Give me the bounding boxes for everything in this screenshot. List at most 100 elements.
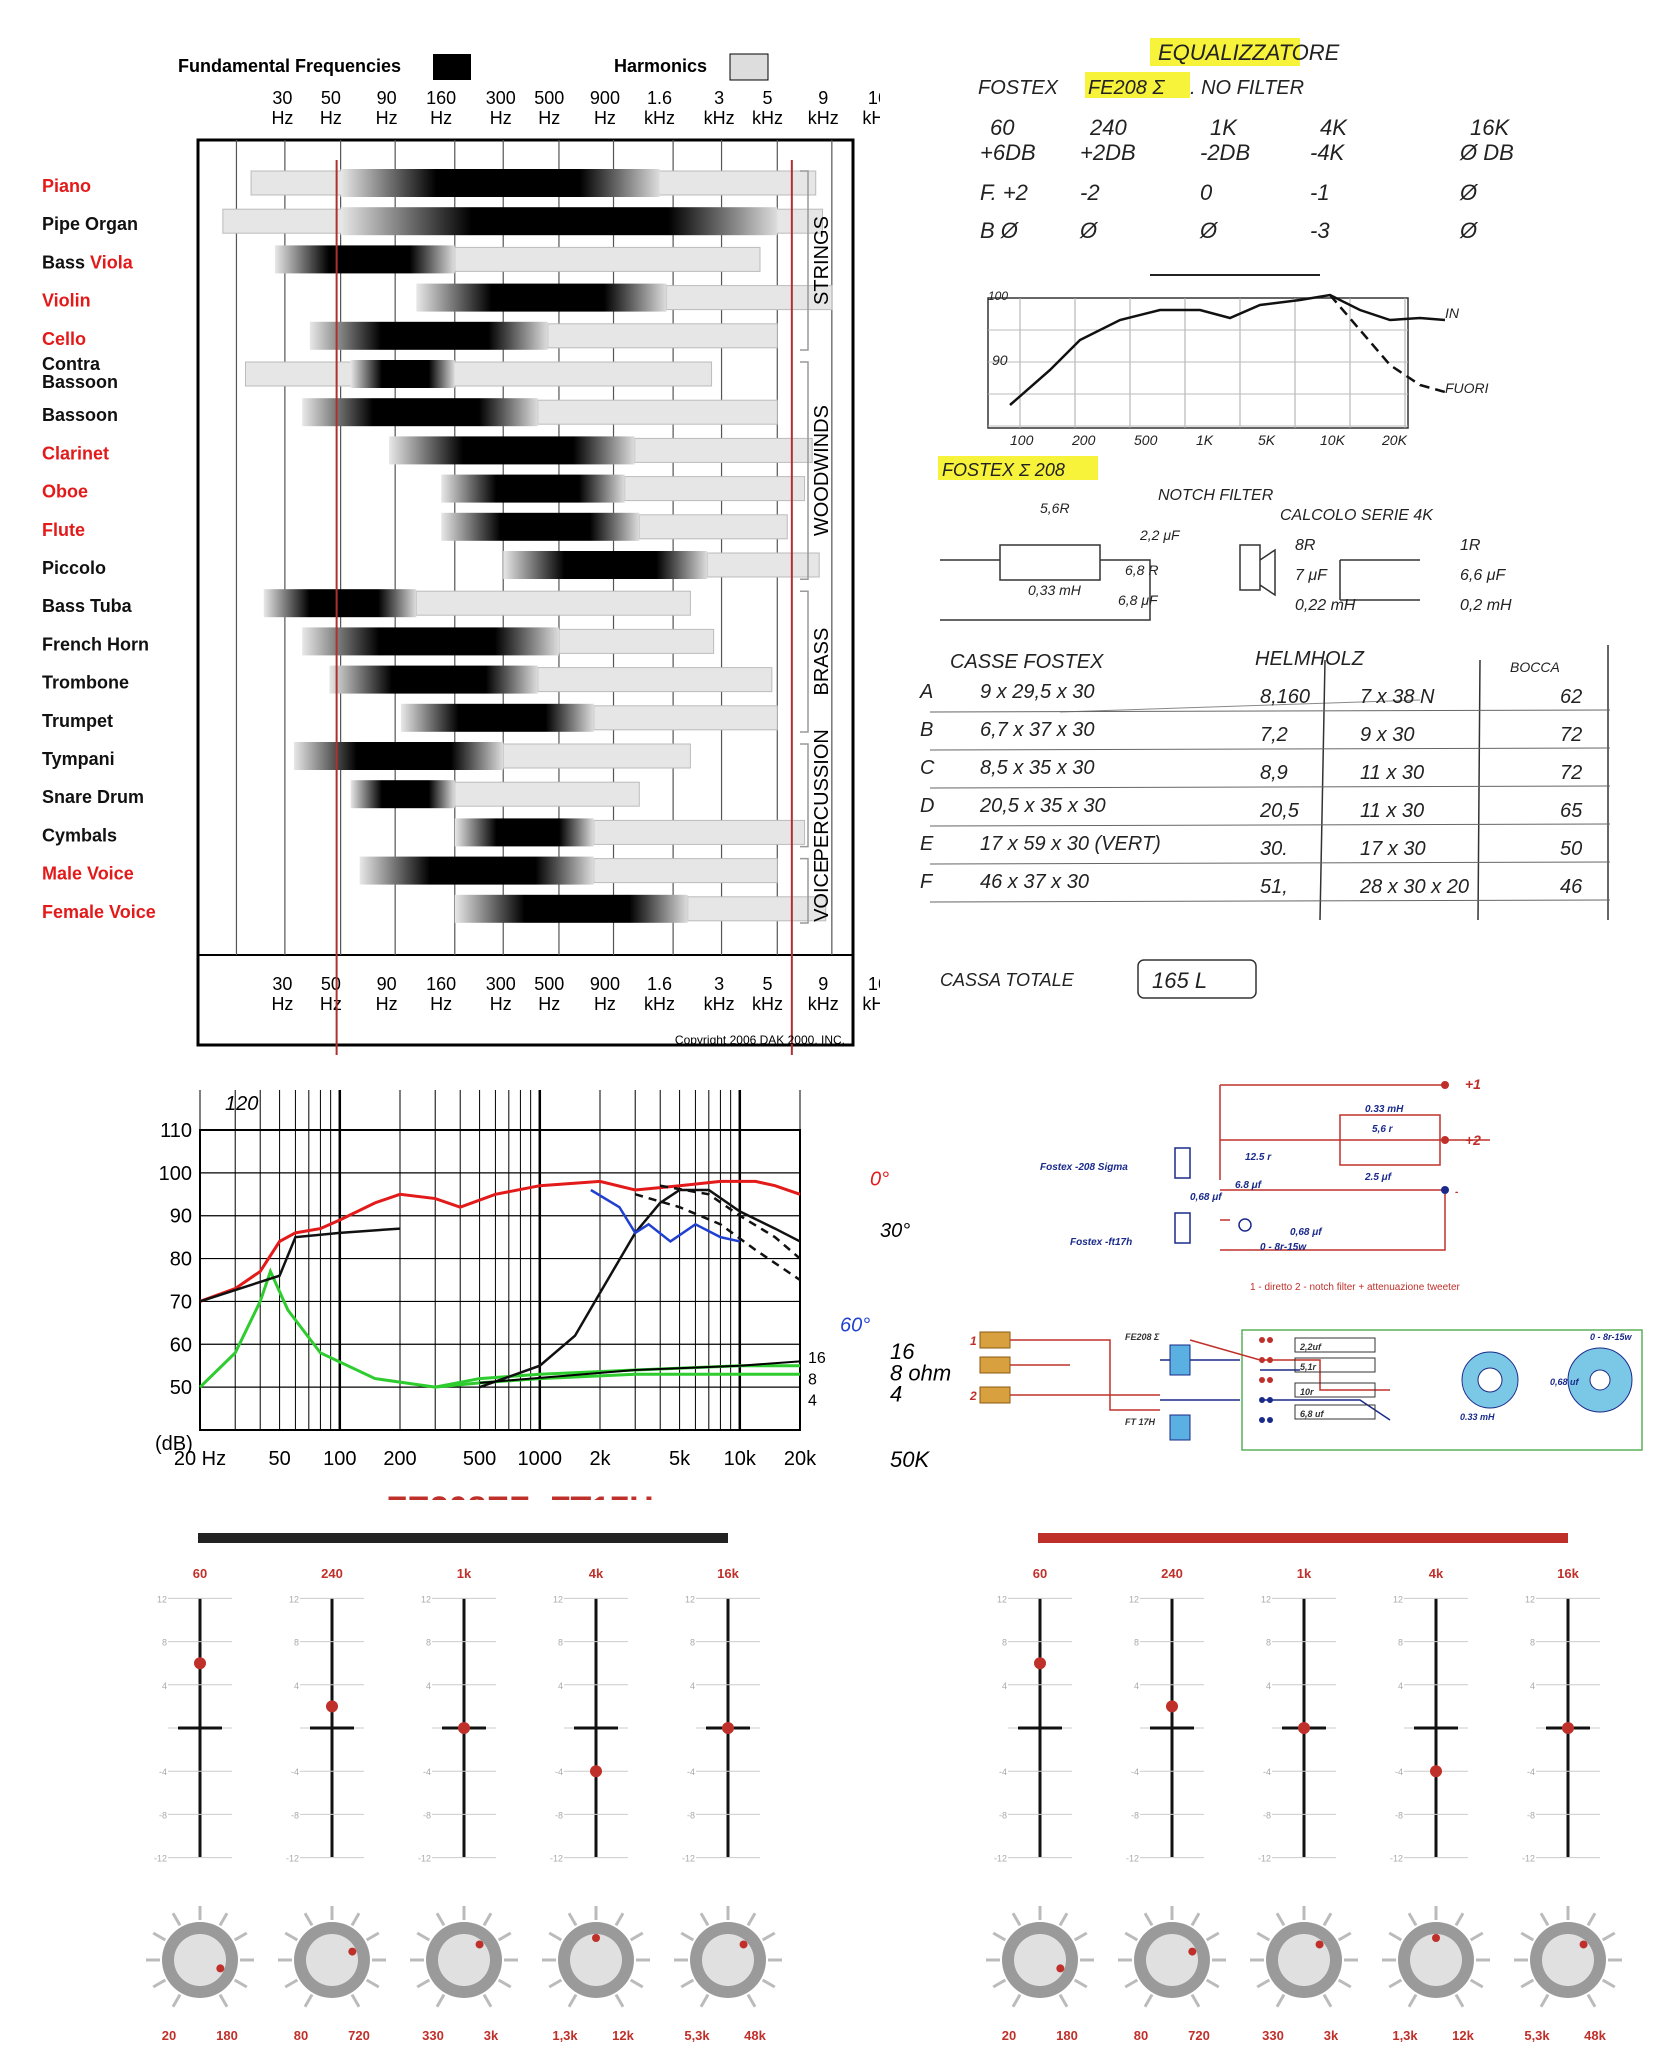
- fader-scale-label: 4: [1530, 1681, 1535, 1691]
- instrument-label: Oboe: [42, 482, 88, 502]
- fader-scale-label: 8: [1134, 1638, 1139, 1648]
- knob-face: [570, 1934, 622, 1986]
- eq-row-f: 0: [1200, 180, 1213, 205]
- fader-scale-label: 8: [294, 1638, 299, 1648]
- wiring-label: FE208 Σ: [1125, 1332, 1160, 1342]
- knob-tick: [1454, 1912, 1465, 1927]
- knob-face: [306, 1934, 358, 1986]
- legend-fundamental-swatch: [433, 54, 471, 80]
- tick-label-bottom: 90: [377, 974, 397, 994]
- harmonics-bar: [244, 361, 713, 387]
- table-cell: E: [920, 833, 934, 855]
- knob-tick: [435, 1993, 446, 2008]
- fader-scale-label: -4: [555, 1767, 563, 1777]
- table-total-value: 165 L: [1152, 968, 1207, 993]
- instrument-label: Trombone: [42, 673, 129, 693]
- impedance-right-label: 50K: [890, 1447, 930, 1472]
- knob-tick: [1011, 1912, 1022, 1927]
- legend-harmonics-swatch: [729, 53, 769, 81]
- knob-tick: [680, 1978, 695, 1989]
- table-cell: D: [920, 795, 934, 817]
- calc-value: 7 μF: [1295, 567, 1328, 584]
- fader-scale-label: -12: [994, 1854, 1007, 1864]
- fader-knob: [1298, 1722, 1310, 1734]
- knob-tick: [1256, 1978, 1271, 1989]
- knob-high-label: 48k: [744, 2028, 766, 2043]
- tick-label-top: 50: [321, 88, 341, 108]
- group-bracket: [800, 590, 809, 733]
- knob-low-label: 5,3k: [684, 2028, 710, 2043]
- fader-scale-label: -8: [159, 1810, 167, 1820]
- tick-unit-top: Hz: [376, 108, 398, 128]
- tick-label-bottom: 50: [321, 974, 341, 994]
- wiring-label: FT 17H: [1125, 1417, 1156, 1427]
- fader-scale-label: -4: [291, 1767, 299, 1777]
- fundamental-bar: [302, 398, 538, 427]
- tick-unit-top: Hz: [538, 108, 560, 128]
- knob-tick: [1454, 1993, 1465, 2008]
- curve-0deg: [199, 1179, 801, 1303]
- knob-tick: [482, 1993, 493, 2008]
- fundamental-bar: [454, 818, 594, 847]
- y-tick-label: 110: [160, 1120, 192, 1142]
- wiring-label: 0,68 uf: [1550, 1377, 1580, 1387]
- knob-tick: [614, 1993, 625, 2008]
- fundamental-bar: [350, 360, 455, 388]
- instrument-label: Contra: [42, 354, 101, 374]
- fundamental-bar: [350, 780, 455, 809]
- tick-label-bottom: 9: [818, 974, 828, 994]
- component-block: [1294, 1382, 1376, 1398]
- wiring-blue: [1160, 1359, 1391, 1421]
- tick-label-bottom: 3: [714, 974, 724, 994]
- eq-row-f: -2: [1080, 180, 1100, 205]
- knob-tick: [1322, 1993, 1333, 2008]
- tick-unit-top: kHz: [862, 108, 880, 128]
- schematic-label: Fostex -208 Sigma: [1040, 1162, 1128, 1173]
- table-row-line: [929, 785, 1611, 789]
- harmonics-bar: [593, 858, 778, 884]
- fader-knob: [1430, 1765, 1442, 1778]
- knob-low-label: 1,3k: [552, 2028, 578, 2043]
- fader-scale-label: 8: [690, 1638, 695, 1648]
- instrument-label: Piano: [42, 176, 91, 196]
- eq-row-b: -3: [1310, 218, 1330, 243]
- tick-label-top: 30: [272, 88, 292, 108]
- handwritten-eq-notes: EQUALIZZATORE FOSTEX FE208 Σ . NO FILTER 60…: [919, 38, 1611, 999]
- eq-row-b: Ø: [1079, 218, 1099, 243]
- fader-scale-label: 8: [1398, 1638, 1403, 1648]
- table-cell: 7 x 38 N: [1360, 686, 1435, 708]
- fader-knob: [458, 1722, 470, 1734]
- knob-low-label: 80: [1134, 2028, 1148, 2043]
- fader-scale-label: 12: [157, 1594, 167, 1604]
- band-label: 60: [1033, 1566, 1047, 1581]
- knob-high-label: 180: [216, 2028, 238, 2043]
- instrument-label: Snare Drum: [42, 787, 144, 807]
- wiring-label: 0 - 8r-15w: [1590, 1332, 1633, 1342]
- x-tick-label: 200: [383, 1448, 416, 1470]
- terminal-dot: [1259, 1417, 1265, 1423]
- group-label: BRASS: [811, 628, 833, 696]
- calc-value: 0,22 mH: [1295, 597, 1356, 614]
- tick-unit-bottom: Hz: [430, 994, 452, 1014]
- y-tick-label: 70: [170, 1291, 192, 1313]
- fader-scale-label: -4: [687, 1767, 695, 1777]
- y-top-label: 120: [225, 1093, 258, 1115]
- legend-harmonics-label: Harmonics: [614, 56, 707, 76]
- fader-scale-label: -12: [1522, 1854, 1535, 1864]
- component-block: [1294, 1357, 1376, 1373]
- knob-indicator: [1432, 1934, 1440, 1942]
- tick-unit-top: kHz: [752, 108, 783, 128]
- knob-tick: [1073, 1931, 1088, 1942]
- fader-scale-label: 4: [558, 1681, 563, 1691]
- fader-scale-label: 12: [421, 1594, 431, 1604]
- eq-row-db: Ø DB: [1459, 140, 1514, 165]
- knob-indicator: [348, 1947, 357, 1956]
- table-header: BOCCA: [1510, 659, 1560, 675]
- fader-scale-label: -12: [154, 1854, 167, 1864]
- tick-unit-bottom: kHz: [752, 994, 783, 1014]
- component-label: 2,2 μF: [1139, 527, 1181, 543]
- highlight: [938, 456, 1098, 480]
- wiring-bg: [968, 1300, 1658, 1460]
- eq-top-bar: [1038, 1533, 1568, 1543]
- harmonics-bar: [593, 705, 778, 731]
